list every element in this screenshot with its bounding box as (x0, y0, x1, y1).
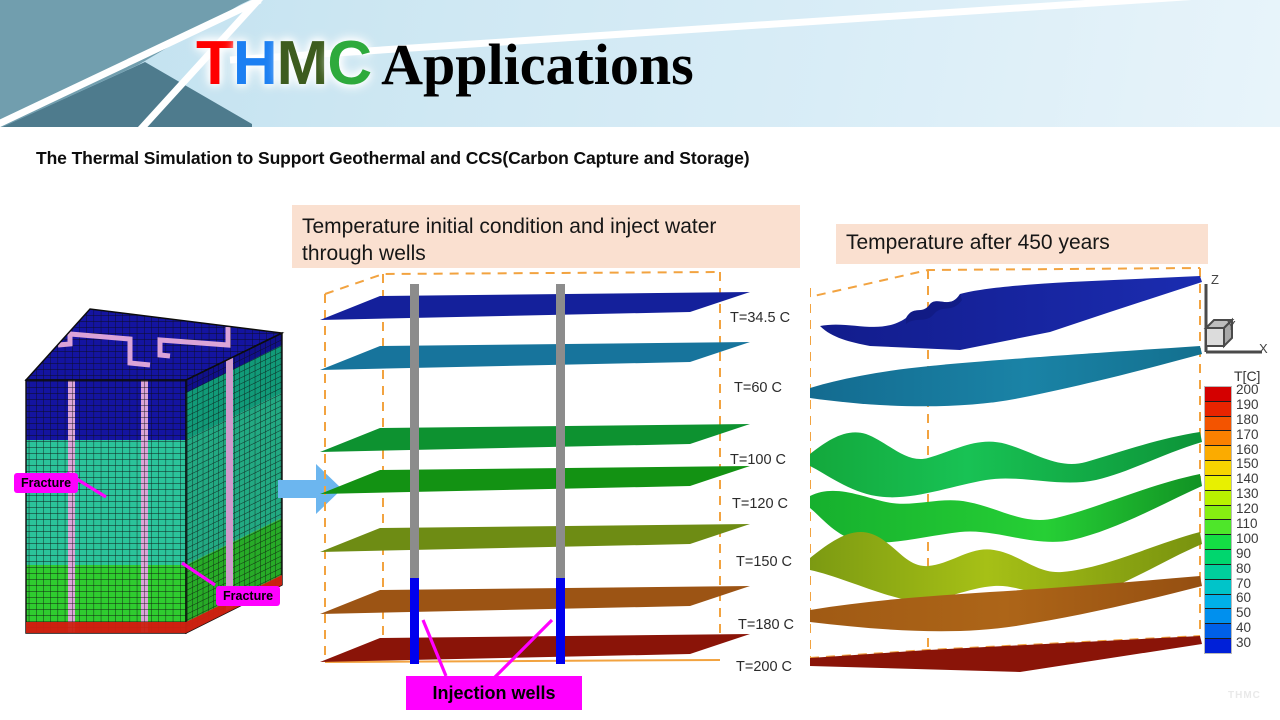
title-letter-t: T (196, 29, 234, 98)
axis-label-y: Y (1227, 318, 1236, 333)
colorbar-tick-200: 200 (1236, 382, 1259, 397)
plane-100 (320, 424, 750, 452)
isosurfaces (810, 276, 1202, 672)
initial-condition-svg (320, 271, 750, 688)
colorbar-tick-100: 100 (1236, 530, 1259, 546)
colorbar-band-180 (1205, 416, 1231, 432)
colorbar-band-150 (1205, 461, 1231, 476)
colorbar-tick-110: 110 (1236, 516, 1258, 531)
colorbar-band-50 (1205, 609, 1231, 625)
fracture-label-1: Fracture (14, 473, 79, 493)
surface-180 (810, 576, 1202, 632)
colorbar-strip (1204, 386, 1232, 654)
colorbar-ticks: 200 190 180 170 160 150 140 130 120 110 100 90 80 70 6… (1236, 381, 1276, 661)
after-450-years-plot (810, 258, 1230, 688)
surface-34p5 (820, 276, 1202, 350)
colorbar-tick-80: 80 (1236, 560, 1252, 576)
surface-100 (810, 432, 1202, 498)
initial-condition-plot (300, 262, 750, 692)
colorbar-tick-160: 160 (1236, 441, 1259, 457)
colorbar-title: T[C] (1234, 368, 1261, 384)
plane-60 (320, 342, 750, 370)
temperature-planes (320, 292, 750, 662)
caption-right-panel: Temperature after 450 years (836, 224, 1208, 264)
colorbar-band-140 (1205, 475, 1231, 491)
surface-120 (810, 474, 1202, 543)
temp-label-4: T=150 C (736, 554, 793, 570)
temp-label-1: T=60 C (734, 380, 782, 396)
colorbar-band-60 (1205, 594, 1231, 610)
colorbar-tick-170: 170 (1236, 426, 1259, 442)
colorbar-band-80 (1205, 564, 1231, 580)
page-title: THMC Applications (196, 26, 694, 102)
temp-label-0: T=34.5 C (730, 310, 791, 326)
well-screen-2 (556, 578, 565, 664)
axis-triad (1203, 284, 1262, 354)
temperature-label-column: T=34.5 C T=60 C T=100 C T=120 C T=150 C … (728, 262, 828, 692)
colorbar-band-170 (1205, 431, 1231, 447)
fracture-leader-2 (181, 561, 216, 587)
plane-120 (320, 466, 750, 494)
injection-wells (410, 284, 565, 664)
temp-label-5: T=180 C (738, 617, 795, 633)
banner-decoration (0, 0, 1280, 130)
temp-label-6: T=200 C (736, 659, 793, 675)
after-450-years-svg (810, 267, 1202, 672)
colorbar-tick-130: 130 (1236, 486, 1259, 502)
colorbar-band-120 (1205, 505, 1231, 521)
watermark: THMC (1228, 690, 1261, 701)
axis-label-x: X (1259, 341, 1268, 356)
colorbar-tick-180: 180 (1236, 411, 1259, 427)
axis-label-z: Z (1211, 272, 1219, 287)
fracture-label-2: Fracture (216, 586, 281, 606)
subtitle: The Thermal Simulation to Support Geothe… (36, 148, 750, 168)
injection-wells-label: Injection wells (406, 676, 582, 710)
colorbar-band-70 (1205, 579, 1231, 595)
caption-middle-panel: Temperature initial condition and inject… (292, 205, 800, 268)
well-leader-2 (484, 618, 554, 688)
mesh-block-diagram (0, 285, 320, 675)
colorbar-tick-40: 40 (1236, 620, 1252, 636)
colorbar-band-30 (1205, 639, 1231, 653)
plane-180 (320, 586, 750, 614)
colorbar-band-130 (1205, 490, 1231, 506)
colorbar-tick-150: 150 (1236, 456, 1259, 472)
header-banner: THMC Applications (0, 0, 1280, 130)
surface-200 (810, 636, 1202, 672)
title-suffix: Applications (381, 32, 694, 97)
colorbar-tick-70: 70 (1236, 575, 1252, 591)
colorbar-tick-120: 120 (1236, 501, 1259, 517)
well-casing-2 (556, 284, 565, 578)
colorbar-tick-50: 50 (1236, 605, 1252, 621)
plane-34p5 (320, 292, 750, 320)
colorbar-band-90 (1205, 550, 1231, 565)
well-leader-1 (421, 619, 448, 677)
colorbar-band-190 (1205, 401, 1231, 417)
colorbar-band-40 (1205, 624, 1231, 640)
surface-60 (810, 346, 1202, 407)
temp-label-3: T=120 C (732, 496, 789, 512)
colorbar-tick-90: 90 (1236, 545, 1252, 561)
colorbar-tick-30: 30 (1236, 635, 1252, 651)
well-casing-1 (410, 284, 419, 578)
temp-label-2: T=100 C (730, 452, 787, 468)
title-letter-m: M (276, 29, 329, 98)
plane-150 (320, 524, 750, 552)
title-letter-c: C (327, 29, 372, 98)
mesh-block-svg (24, 308, 285, 635)
colorbar-tick-140: 140 (1236, 471, 1259, 487)
surface-150 (810, 532, 1202, 602)
colorbar-band-160 (1205, 446, 1231, 462)
colorbar-band-110 (1205, 520, 1231, 536)
colorbar-band-200 (1205, 387, 1231, 402)
title-letter-h: H (232, 29, 278, 98)
colorbar-tick-60: 60 (1236, 590, 1252, 606)
colorbar-tick-190: 190 (1236, 396, 1259, 412)
temperature-colorbar: T[C] 200 190 180 170 160 150 140 130 120 110 100 90… (1198, 368, 1278, 668)
colorbar-band-100 (1205, 535, 1231, 551)
plane-200 (320, 634, 750, 662)
well-screen-1 (410, 578, 419, 664)
